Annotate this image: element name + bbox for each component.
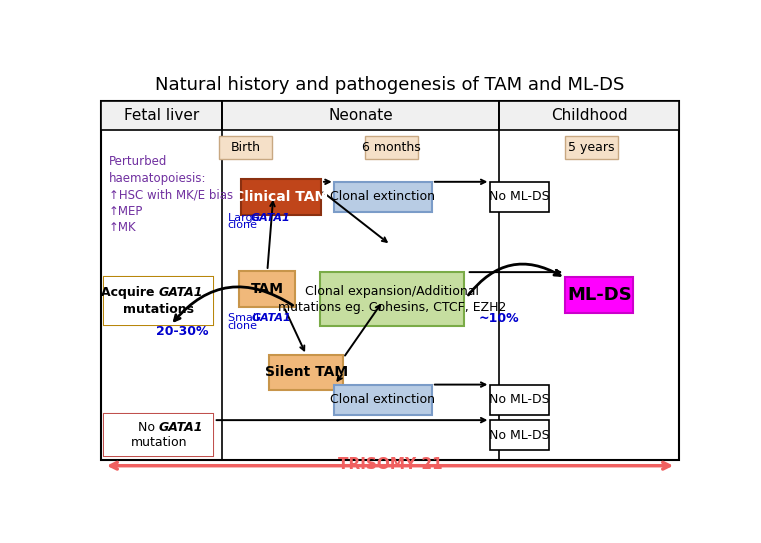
Bar <box>499 100 679 130</box>
Text: clone: clone <box>228 220 258 230</box>
Bar <box>565 136 618 159</box>
Bar <box>320 272 464 326</box>
Text: TAM: TAM <box>251 282 284 296</box>
Bar <box>222 100 499 130</box>
Text: No ML-DS: No ML-DS <box>489 191 550 204</box>
Text: No GATA1
mutation: No GATA1 mutation <box>128 420 189 450</box>
Text: GATA1: GATA1 <box>159 286 203 299</box>
Text: clone: clone <box>228 321 258 331</box>
Bar <box>104 277 213 325</box>
Text: Acquire GATA1
mutations: Acquire GATA1 mutations <box>107 287 210 316</box>
Text: Small: Small <box>228 313 263 323</box>
Bar <box>241 179 320 214</box>
Bar <box>101 100 222 130</box>
Text: 6 months: 6 months <box>362 141 421 154</box>
Text: mutations: mutations <box>123 303 194 316</box>
Text: 5 years: 5 years <box>568 141 615 154</box>
Text: Birth: Birth <box>231 141 260 154</box>
Text: Clonal expansion/Additional
mutations eg. Cohesins, CTCF, EZH2: Clonal expansion/Additional mutations eg… <box>278 285 506 314</box>
Text: Acquire: Acquire <box>101 286 159 299</box>
Bar <box>334 384 431 415</box>
Text: Clonal extinction: Clonal extinction <box>330 191 435 204</box>
Text: No: No <box>138 421 159 434</box>
Text: Natural history and pathogenesis of TAM and ML-DS: Natural history and pathogenesis of TAM … <box>155 75 625 93</box>
FancyArrowPatch shape <box>468 264 560 295</box>
Bar <box>490 420 549 450</box>
Text: Silent TAM: Silent TAM <box>265 365 348 380</box>
Bar <box>365 136 419 159</box>
Bar <box>334 182 431 212</box>
Text: ML-DS: ML-DS <box>567 286 632 304</box>
Bar <box>101 100 679 460</box>
Text: Clinical TAM: Clinical TAM <box>234 190 328 204</box>
Bar <box>104 154 213 236</box>
Bar <box>239 271 295 307</box>
Text: GATA1: GATA1 <box>250 213 290 223</box>
Bar <box>269 355 343 390</box>
Text: Childhood: Childhood <box>551 108 627 123</box>
Text: 20-30%: 20-30% <box>156 325 209 338</box>
Text: ~10%: ~10% <box>479 312 520 325</box>
Text: GATA1: GATA1 <box>251 313 291 323</box>
Bar <box>104 277 213 325</box>
Text: TRISOMY 21: TRISOMY 21 <box>338 457 442 471</box>
Bar <box>565 277 633 313</box>
Text: No ML-DS: No ML-DS <box>489 428 550 441</box>
FancyArrowPatch shape <box>174 287 293 321</box>
Bar <box>104 414 213 456</box>
Bar <box>104 414 213 456</box>
Bar <box>490 182 549 212</box>
Text: mutation: mutation <box>131 436 187 449</box>
Text: Fetal liver: Fetal liver <box>124 108 199 123</box>
Text: Large: Large <box>228 213 263 223</box>
Text: Clonal extinction: Clonal extinction <box>330 393 435 406</box>
Text: No ML-DS: No ML-DS <box>489 393 550 406</box>
Text: Perturbed
haematopoiesis:
↑HSC with MK/E bias
↑MEP
↑MK: Perturbed haematopoiesis: ↑HSC with MK/E… <box>109 155 233 234</box>
Text: GATA1: GATA1 <box>159 421 203 434</box>
Bar <box>490 384 549 415</box>
Text: Neonate: Neonate <box>328 108 393 123</box>
Bar <box>219 136 272 159</box>
